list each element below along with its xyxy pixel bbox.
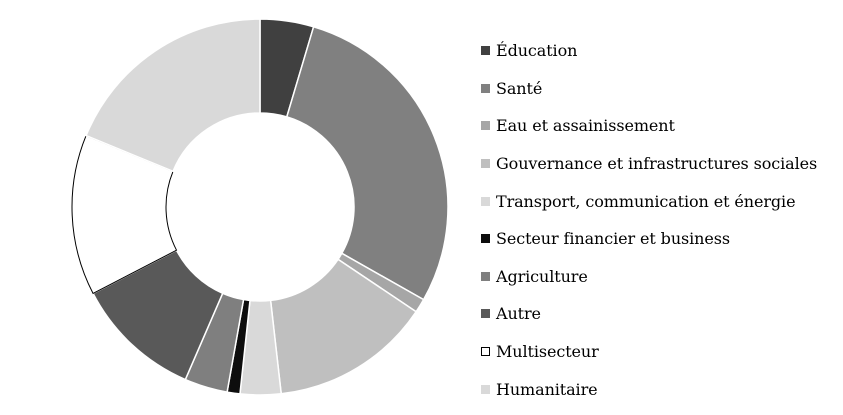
legend-label-eau-assainissement: Eau et assainissement bbox=[496, 116, 675, 136]
legend-label-agriculture: Agriculture bbox=[496, 266, 588, 286]
legend-label-transport: Transport, communication et énergie bbox=[496, 191, 796, 211]
legend-label-humanitaire: Humanitaire bbox=[496, 379, 598, 399]
legend-swatch-autre bbox=[481, 309, 490, 319]
legend-label-gouvernance: Gouvernance et infrastructures sociales bbox=[496, 154, 818, 174]
legend-label-autre: Autre bbox=[496, 304, 541, 324]
slice-sante bbox=[285, 25, 449, 301]
legend-swatch-gouvernance bbox=[481, 159, 490, 169]
legend-swatch-multisecteur bbox=[481, 347, 490, 357]
legend-swatch-transport bbox=[481, 196, 490, 206]
legend-item-eau-assainissement: Eau et assainissement bbox=[481, 107, 817, 145]
legend-item-gouvernance: Gouvernance et infrastructures sociales bbox=[481, 145, 817, 183]
legend-swatch-agriculture bbox=[481, 271, 490, 281]
legend-swatch-education bbox=[481, 46, 490, 56]
legend-swatch-eau-assainissement bbox=[481, 121, 490, 131]
legend-swatch-humanitaire bbox=[481, 384, 490, 394]
legend-item-autre: Autre bbox=[481, 295, 817, 333]
legend-label-sante: Santé bbox=[496, 78, 543, 98]
legend-label-education: Éducation bbox=[496, 41, 578, 61]
legend-swatch-secteur-financier bbox=[481, 234, 490, 244]
legend-item-humanitaire: Humanitaire bbox=[481, 370, 817, 408]
legend-item-sante: Santé bbox=[481, 70, 817, 108]
legend-item-transport: Transport, communication et énergie bbox=[481, 182, 817, 220]
legend-swatch-sante bbox=[481, 83, 490, 93]
legend-item-multisecteur: Multisecteur bbox=[481, 333, 817, 371]
legend-label-secteur-financier: Secteur financier et business bbox=[496, 229, 730, 249]
legend-item-agriculture: Agriculture bbox=[481, 258, 817, 296]
donut-chart bbox=[71, 18, 449, 396]
legend-item-secteur-financier: Secteur financier et business bbox=[481, 220, 817, 258]
chart-legend: Éducation Santé Eau et assainissement Go… bbox=[481, 32, 817, 408]
legend-label-multisecteur: Multisecteur bbox=[496, 342, 599, 362]
legend-item-education: Éducation bbox=[481, 32, 817, 70]
slice-humanitaire bbox=[85, 18, 261, 173]
